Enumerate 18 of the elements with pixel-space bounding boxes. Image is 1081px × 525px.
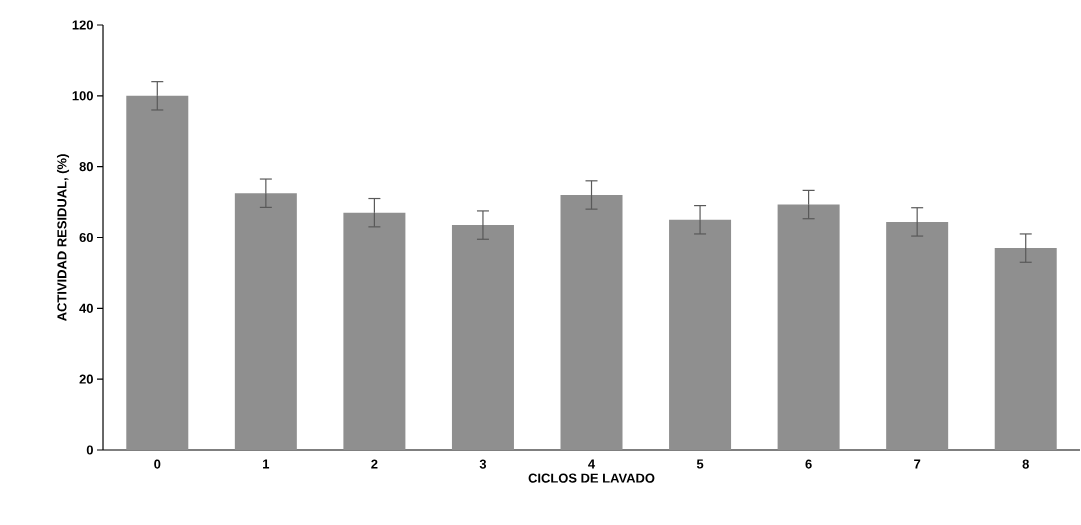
x-tick-label: 6 (805, 459, 812, 469)
y-tick-label: 0 (86, 445, 93, 455)
x-tick-label: 0 (154, 459, 161, 469)
y-tick-label: 40 (79, 303, 93, 313)
x-tick-label: 8 (1022, 459, 1029, 469)
y-axis-title: ACTIVIDAD RESIDUAL, (%) (56, 154, 70, 321)
y-tick-label: 100 (72, 91, 93, 101)
x-tick-label: 3 (479, 459, 487, 469)
x-tick-label: 5 (696, 459, 704, 469)
x-tick-label: 4 (588, 459, 596, 469)
x-tick-label: 1 (263, 459, 270, 469)
x-tick-label: 2 (371, 459, 378, 469)
x-tick-label: 7 (914, 459, 921, 469)
x-axis-title: CICLOS DE LAVADO (528, 473, 655, 483)
y-tick-label: 60 (79, 232, 93, 243)
y-tick-label: 80 (79, 162, 93, 172)
y-tick-label: 120 (72, 20, 93, 30)
y-tick-label: 20 (79, 374, 93, 384)
